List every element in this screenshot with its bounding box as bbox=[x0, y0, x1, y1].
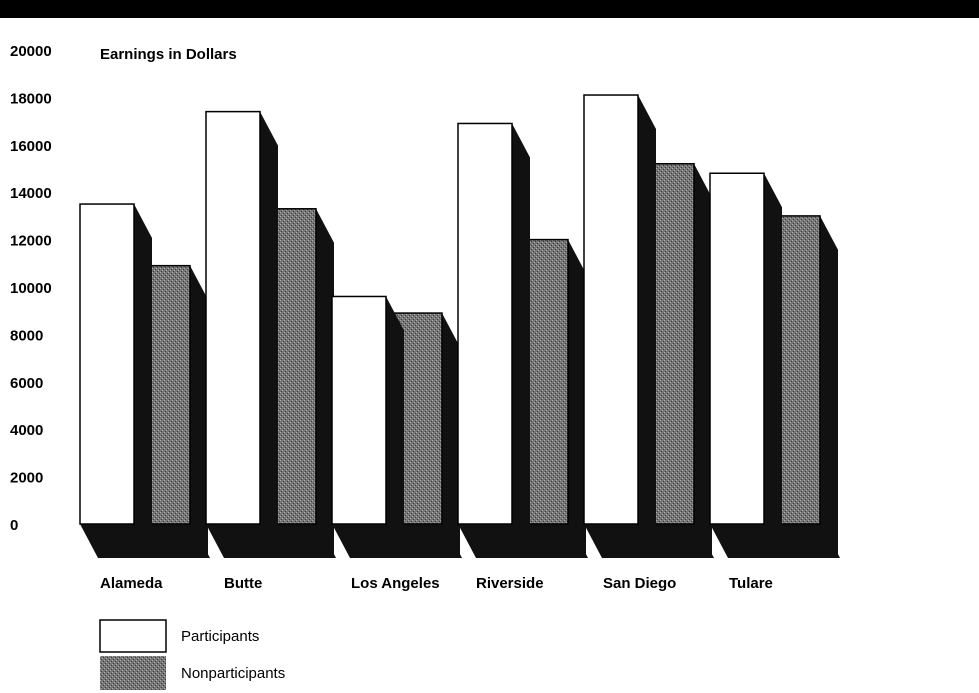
y-tick-label: 6000 bbox=[10, 375, 43, 392]
bar-participants-side bbox=[134, 204, 152, 559]
top-banner bbox=[0, 0, 979, 18]
bar-nonparticipants-side bbox=[820, 215, 838, 558]
y-tick-label: 20000 bbox=[10, 43, 52, 60]
y-tick-label: 2000 bbox=[10, 470, 43, 487]
y-tick-label: 8000 bbox=[10, 327, 43, 344]
bar-participants-side bbox=[260, 111, 278, 559]
y-tick-label: 18000 bbox=[10, 90, 52, 107]
category-label: Alameda bbox=[100, 575, 163, 592]
category-label: San Diego bbox=[603, 575, 676, 592]
bar-nonparticipants-side bbox=[190, 265, 208, 558]
bar-nonparticipants-side bbox=[316, 208, 334, 559]
bar-participants bbox=[583, 94, 639, 525]
category-label: Riverside bbox=[476, 575, 544, 592]
bar-participants-side bbox=[764, 173, 782, 559]
legend-label-participants: Participants bbox=[181, 628, 259, 645]
bar-participants-side bbox=[386, 296, 404, 558]
bar-participants bbox=[331, 295, 387, 525]
legend: Participants Nonparticipants bbox=[99, 619, 285, 690]
bars-group bbox=[79, 94, 838, 559]
y-tick-label: 0 bbox=[10, 517, 18, 534]
bar-nonparticipants-side bbox=[568, 239, 586, 558]
legend-label-nonparticipants: Nonparticipants bbox=[181, 665, 285, 682]
bar-participants bbox=[709, 172, 765, 525]
category-label: Los Angeles bbox=[351, 575, 440, 592]
bar-participants-side bbox=[512, 123, 530, 558]
bar-nonparticipants-side bbox=[442, 313, 460, 558]
x-axis: Alameda Butte Los Angeles Riverside San Dieg… bbox=[100, 575, 773, 592]
bar-participants-side bbox=[638, 95, 656, 558]
y-tick-label: 10000 bbox=[10, 280, 52, 297]
legend-swatch-nonparticipants bbox=[100, 656, 166, 690]
y-tick-label: 16000 bbox=[10, 138, 52, 155]
y-tick-label: 14000 bbox=[10, 185, 52, 202]
y-tick-label: 12000 bbox=[10, 233, 52, 250]
bar-participants bbox=[79, 203, 135, 525]
legend-swatch-participants bbox=[99, 619, 167, 653]
bar-participants bbox=[205, 110, 261, 525]
category-label: Tulare bbox=[729, 575, 773, 592]
y-axis: 0 2000 4000 6000 8000 10000 12000 14000 16000 180… bbox=[10, 43, 52, 534]
bar-participants bbox=[457, 122, 513, 525]
category-label: Butte bbox=[224, 575, 262, 592]
chart-title: Earnings in Dollars bbox=[100, 46, 237, 63]
y-tick-label: 4000 bbox=[10, 422, 43, 439]
bar-nonparticipants-side bbox=[694, 163, 712, 558]
